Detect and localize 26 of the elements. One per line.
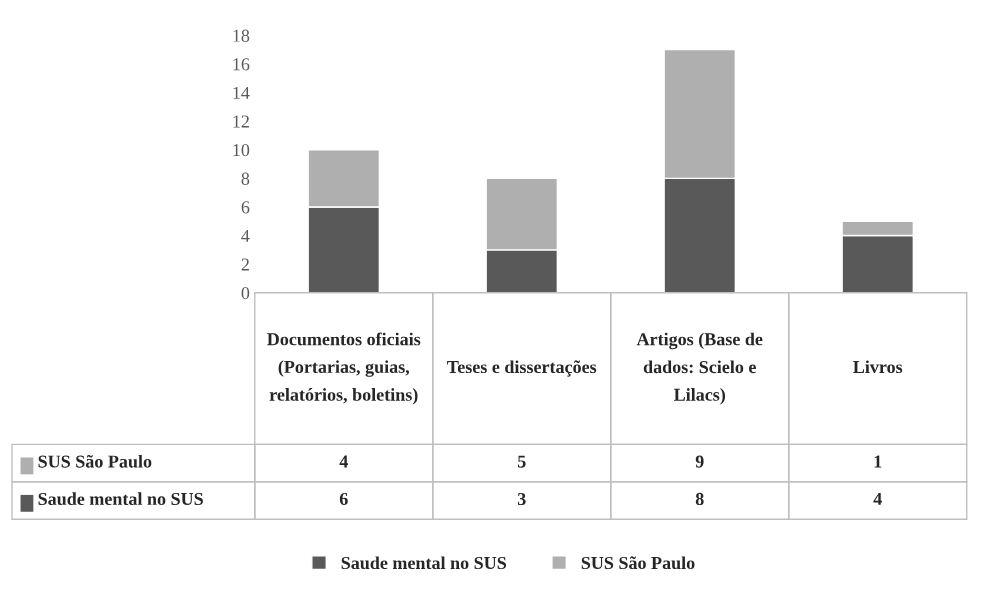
- y-tick-label: 2: [241, 258, 249, 271]
- y-tick-label: 6: [241, 201, 250, 214]
- text: SUS São Paulo: [581, 556, 695, 570]
- y-tick-label: 12: [233, 115, 249, 128]
- x-tick-label: Livros: [853, 360, 903, 374]
- legend-label: Saude mental no SUS: [38, 492, 203, 506]
- text: Saude mental no SUS: [341, 556, 506, 570]
- x-tick-label: Teses e dissertações: [447, 360, 597, 377]
- y-tick-label: 0: [241, 286, 250, 300]
- y-tick-label: 14: [233, 86, 250, 99]
- data-label: 6: [339, 492, 348, 506]
- data-label: 4: [873, 492, 882, 505]
- y-tick-label: 10: [233, 143, 250, 157]
- y-tick-label: 8: [241, 172, 250, 185]
- y-tick-label: 4: [241, 229, 250, 242]
- data-label: 4: [339, 455, 348, 468]
- data-label: 9: [695, 455, 704, 468]
- data-label: 3: [517, 492, 526, 506]
- x-tick-label: Documentos oficiais (Portarias, guias, relatórios, boletins): [267, 332, 421, 405]
- data-label: 8: [695, 492, 704, 506]
- legend-label: SUS São Paulo: [38, 454, 152, 468]
- y-tick-label: 16: [233, 58, 250, 71]
- data-label: 5: [517, 455, 526, 468]
- x-tick-label: Artigos (Base de dados: Scielo e Lilacs): [636, 332, 763, 405]
- y-tick-label: 18: [233, 29, 250, 42]
- data-label: 1: [874, 455, 882, 468]
